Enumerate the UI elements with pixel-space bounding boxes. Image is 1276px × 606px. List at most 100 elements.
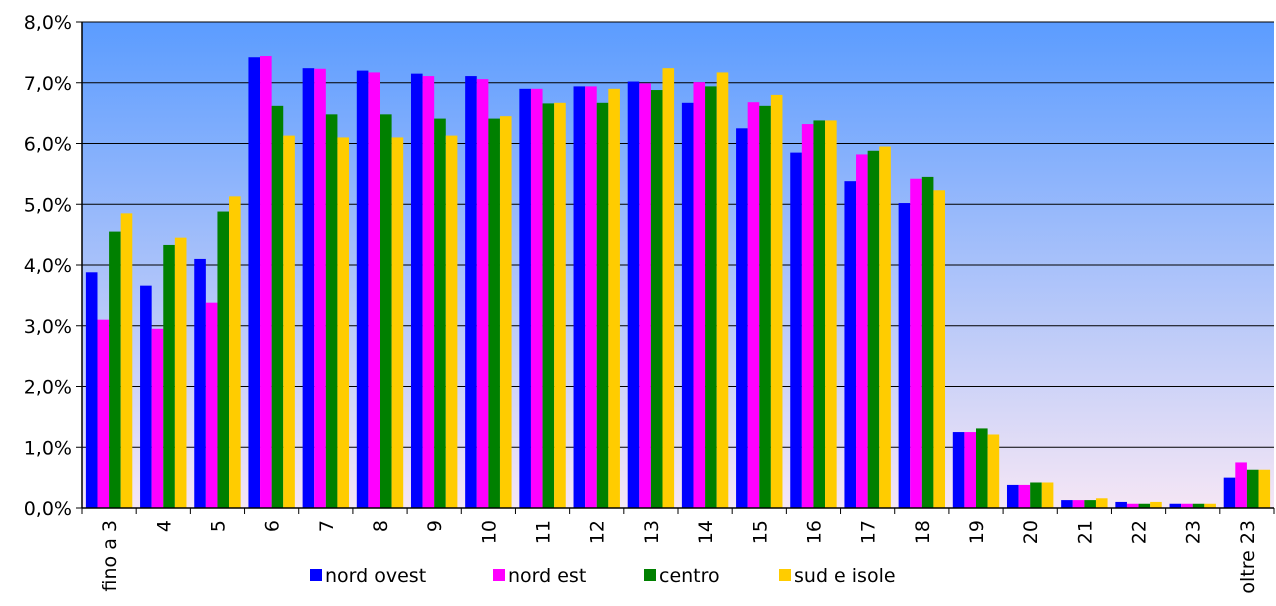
bar	[716, 72, 729, 509]
bar	[662, 68, 675, 509]
bar	[867, 150, 880, 509]
bar	[1115, 501, 1127, 508]
legend-swatch	[310, 569, 322, 581]
bar	[952, 432, 965, 508]
bar	[476, 79, 489, 509]
bar	[879, 146, 891, 509]
bar	[770, 94, 783, 509]
bar	[844, 181, 857, 509]
bar	[217, 211, 230, 509]
axes	[76, 21, 1275, 514]
x-tick-label: 13	[641, 520, 663, 544]
x-tick-label: fino a 3	[99, 520, 121, 591]
bar	[1258, 469, 1271, 508]
y-tick-labels: 0,0% 1,0% 2,0% 3,0% 4,0% 5,0% 6,0% 7,0% 8,0%	[24, 12, 72, 520]
bar	[410, 73, 423, 508]
x-tick-label: 4	[153, 520, 175, 532]
y-tick-label: 7,0%	[24, 73, 72, 95]
y-tick-label: 3,0%	[24, 316, 72, 338]
bar	[1061, 500, 1073, 508]
bar	[97, 319, 110, 508]
bar	[380, 114, 392, 508]
x-tick-label: 21	[1074, 520, 1096, 544]
bar	[856, 154, 868, 508]
y-tick-label: 1,0%	[24, 437, 72, 459]
bar	[499, 116, 512, 508]
bar	[1150, 501, 1162, 508]
legend-swatch	[644, 569, 656, 581]
bar	[391, 137, 404, 508]
y-tick-label: 8,0%	[24, 12, 72, 34]
bar	[790, 152, 802, 509]
bar	[1006, 484, 1019, 508]
x-tick-label: 23	[1183, 520, 1205, 544]
x-tick-label: 14	[695, 520, 717, 544]
bar	[314, 68, 326, 508]
x-tick-label: 8	[370, 520, 392, 532]
bar	[337, 137, 350, 508]
legend-label: nord est	[508, 565, 586, 587]
bar	[368, 72, 380, 509]
bar	[530, 88, 543, 508]
bar	[325, 114, 338, 508]
bar	[109, 231, 121, 508]
legend-swatch	[493, 569, 505, 581]
x-tick-label: 17	[858, 520, 880, 544]
bar	[705, 86, 717, 508]
bar	[736, 128, 748, 508]
bar	[445, 135, 458, 508]
bar	[693, 82, 706, 508]
bar	[1235, 462, 1247, 508]
bar	[964, 432, 976, 508]
y-tick-label: 4,0%	[24, 255, 72, 277]
bar	[1204, 503, 1216, 508]
bar	[519, 88, 531, 508]
bar	[681, 102, 694, 509]
bar	[639, 83, 651, 509]
bar	[813, 120, 826, 509]
legend-label: nord ovest	[325, 565, 426, 587]
bar	[1246, 469, 1259, 508]
bar	[248, 57, 261, 509]
bar	[759, 105, 771, 508]
bar	[1072, 500, 1085, 508]
x-tick-label: 6	[262, 520, 284, 532]
bar	[573, 86, 586, 508]
bar	[1223, 477, 1236, 509]
x-tick-label: 15	[749, 520, 771, 544]
legend-label: centro	[659, 565, 720, 587]
bar	[1138, 503, 1151, 508]
bar	[422, 76, 435, 508]
bar	[825, 120, 837, 509]
bar	[194, 258, 206, 508]
x-tick-label: 11	[533, 520, 555, 544]
bar	[302, 68, 315, 509]
x-tick-label: 18	[912, 520, 934, 544]
x-tick-label: 9	[424, 520, 446, 532]
x-tick-label: 19	[966, 520, 988, 544]
bar	[933, 190, 946, 508]
bar	[1181, 503, 1193, 508]
bar	[1095, 498, 1108, 508]
legend-label: sud e isole	[794, 565, 896, 587]
bar	[976, 428, 988, 508]
bar	[650, 90, 663, 508]
bar	[1169, 503, 1182, 508]
bar	[1041, 482, 1054, 508]
bar	[801, 124, 814, 508]
x-tick-label: 7	[316, 520, 338, 532]
bar	[554, 102, 566, 509]
bar	[85, 272, 98, 508]
bar	[747, 102, 760, 508]
bar	[205, 302, 218, 508]
x-tick-label: 16	[803, 520, 825, 544]
bar	[229, 196, 241, 508]
bar	[174, 237, 187, 508]
bar	[260, 56, 272, 509]
x-tick-label: 5	[207, 520, 229, 532]
bar	[488, 118, 500, 508]
bar	[140, 285, 152, 508]
bar	[271, 105, 284, 508]
